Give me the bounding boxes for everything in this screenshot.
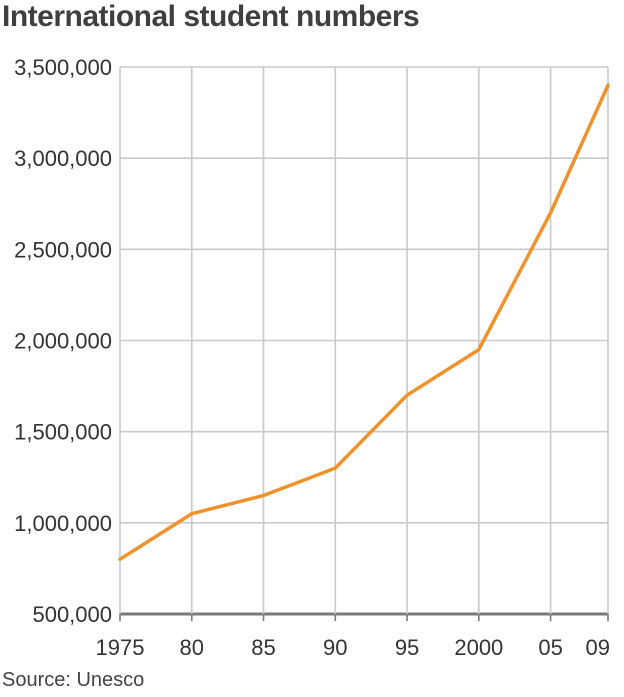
- x-axis-tick-labels: 1975 80 85 90 95 2000 05 09: [96, 635, 610, 660]
- y-tick-label: 500,000: [32, 602, 112, 627]
- x-tick-label: 90: [323, 635, 347, 660]
- y-tick-label: 1,500,000: [14, 420, 112, 445]
- y-tick-label: 3,000,000: [14, 146, 112, 171]
- x-tick-label: 80: [180, 635, 204, 660]
- y-axis-tick-labels: 500,000 1,000,000 1,500,000 2,000,000 2,500,…: [14, 55, 112, 627]
- series-line: [118, 83, 610, 562]
- y-tick-label: 2,000,000: [14, 329, 112, 354]
- x-tick-label: 1975: [96, 635, 145, 660]
- y-tick-label: 1,000,000: [14, 511, 112, 536]
- x-tick-label: 2000: [454, 635, 503, 660]
- gridlines: [119, 66, 609, 621]
- chart-title: International student numbers: [2, 0, 420, 33]
- source-note: Source: Unesco: [2, 669, 145, 691]
- x-tick-label: 05: [538, 635, 562, 660]
- y-tick-label: 3,500,000: [14, 55, 112, 80]
- x-tick-label: 95: [395, 635, 419, 660]
- x-tick-label: 85: [251, 635, 275, 660]
- x-tick-label: 09: [586, 635, 610, 660]
- y-tick-label: 2,500,000: [14, 237, 112, 262]
- series-lines: [118, 83, 610, 562]
